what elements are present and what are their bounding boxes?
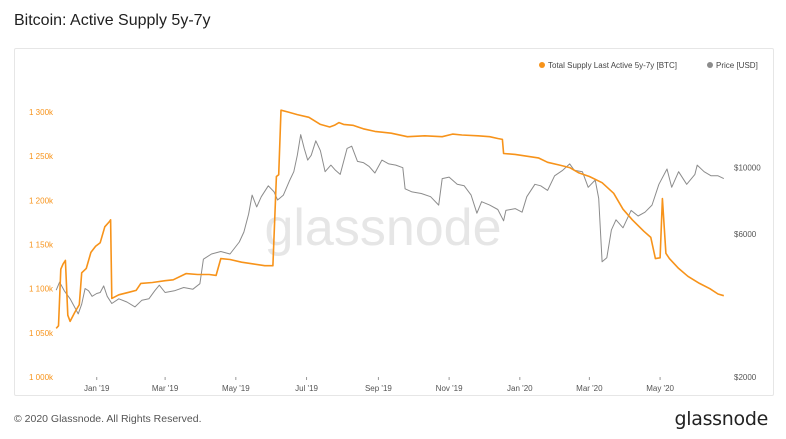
x-tick-label: Mar '20 [576,384,603,393]
x-tick-label: Mar '19 [152,384,179,393]
y-left-tick-label: 1 250k [29,152,54,161]
x-tick-label: May '20 [646,384,674,393]
left-axis: 1 000k 1 050k 1 100k 1 150k 1 200k 1 250k 1 30… [29,108,54,382]
y-right-tick-label: $6000 [734,230,757,239]
y-right-tick-label: $10000 [734,164,761,173]
chart-panel: glassnode 1 000k 1 050k 1 100k 1 150k 1 200k… [14,48,774,396]
legend-marker-supply [539,62,545,68]
legend-marker-price [707,62,713,68]
y-left-tick-label: 1 050k [29,329,54,338]
x-tick-label: Jul '19 [295,384,318,393]
y-left-tick-label: 1 000k [29,373,54,382]
legend-label-supply[interactable]: Total Supply Last Active 5y-7y [BTC] [548,61,677,70]
copyright-text: © 2020 Glassnode. All Rights Reserved. [14,413,202,425]
supply-line [55,109,725,329]
y-left-tick-label: 1 300k [29,108,54,117]
x-tick-label: Sep '19 [365,384,392,393]
y-left-tick-label: 1 150k [29,241,54,250]
x-tick-label: Jan '20 [507,384,533,393]
x-tick-label: Jan '19 [84,384,110,393]
x-tick-label: May '19 [222,384,250,393]
watermark: glassnode [264,199,501,257]
series-group [55,109,725,329]
price-line [55,134,725,315]
right-axis: $2000 $6000 $10000 [734,164,761,382]
y-left-tick-label: 1 200k [29,196,54,205]
brand-logo: glassnode [674,408,769,430]
page-title: Bitcoin: Active Supply 5y-7y [14,12,211,29]
x-tick-label: Nov '19 [436,384,463,393]
x-axis: Jan '19 Mar '19 May '19 Jul '19 Sep '19 Nov '… [84,377,675,393]
y-left-tick-label: 1 100k [29,285,54,294]
legend[interactable]: Total Supply Last Active 5y-7y [BTC] Pri… [539,61,758,70]
y-right-tick-label: $2000 [734,373,757,382]
chart-svg: glassnode 1 000k 1 050k 1 100k 1 150k 1 200k… [29,61,761,393]
legend-label-price[interactable]: Price [USD] [716,61,758,70]
